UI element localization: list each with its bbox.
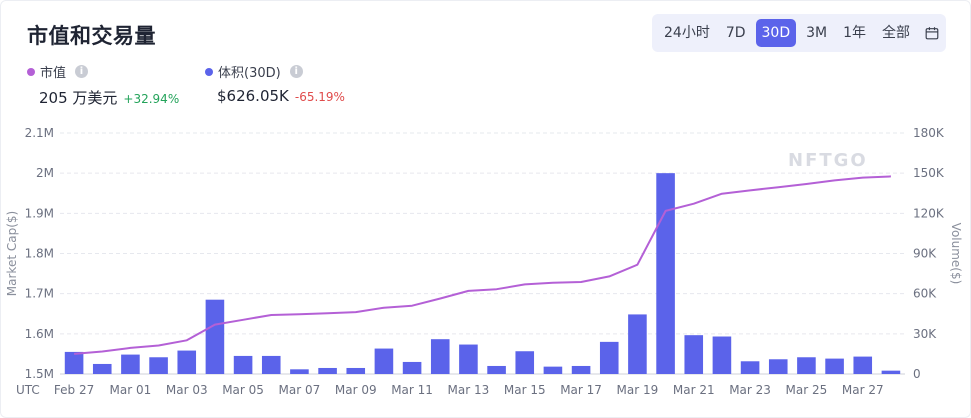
volume-bar [402, 361, 422, 374]
volume-bar [459, 344, 478, 374]
y-tick-left: 1.8M [25, 247, 54, 261]
x-tick-label: Mar 13 [448, 383, 490, 397]
volume-bar [797, 357, 816, 374]
x-tick-label: Mar 03 [166, 383, 208, 397]
x-tick-label: Mar 09 [335, 383, 377, 397]
calendar-icon[interactable] [924, 22, 940, 44]
x-tick-label: Mar 05 [222, 383, 264, 397]
y-tick-left: 1.7M [25, 287, 54, 301]
y-tick-right: 60K [913, 287, 937, 301]
range-all-button[interactable]: 全部 [882, 25, 911, 41]
x-tick-label: Mar 11 [391, 383, 433, 397]
volume-bar [684, 335, 704, 374]
x-tick-label: Mar 17 [560, 383, 602, 397]
range-30d-button[interactable]: 30D [755, 19, 797, 47]
volume-bar [92, 363, 112, 374]
volume-bar [712, 336, 732, 374]
x-tick-label: Mar 21 [673, 383, 715, 397]
volume-bar [374, 348, 394, 374]
volume-bar [740, 361, 760, 374]
volume-bar [121, 354, 140, 374]
volume-bar [628, 314, 647, 374]
x-tick-label: Feb 27 [54, 383, 94, 397]
volume-bar [346, 367, 366, 374]
range-1y-button[interactable]: 1年 [843, 25, 867, 41]
volume-bar [599, 341, 619, 374]
range-3m-button[interactable]: 3M [806, 25, 828, 41]
y-tick-right: 30K [913, 327, 937, 341]
x-timezone-label: UTC [16, 383, 40, 397]
market-cap-dot [27, 67, 35, 76]
volume-bar [825, 358, 844, 374]
volume-bar [64, 351, 84, 374]
volume-label: 体积(30D) [218, 66, 281, 81]
volume-change: -65.19% [294, 90, 345, 104]
volume-bar [177, 350, 197, 374]
market-cap-label: 市值 [40, 66, 67, 81]
time-range-selector: 24小时 7D 30D 3M 1年 全部 [652, 14, 946, 52]
chart-title: 市值和交易量 [27, 24, 156, 48]
volume-bar [768, 359, 788, 374]
y-tick-right: 120K [913, 206, 945, 220]
info-icon[interactable]: i [289, 65, 303, 78]
y-tick-right: 180K [913, 126, 945, 140]
x-tick-label: Mar 23 [729, 383, 771, 397]
y-tick-right: 0 [913, 367, 921, 381]
y-tick-left: 2M [36, 166, 54, 180]
volume-bar [430, 339, 450, 374]
y-tick-left: 1.6M [25, 327, 54, 341]
volume-bar [205, 299, 225, 374]
volume-bar [881, 370, 901, 374]
y-tick-right: 90K [913, 247, 937, 261]
volume-bar [571, 365, 591, 374]
volume-bar [853, 356, 873, 374]
y-tick-left: 1.5M [25, 367, 54, 381]
y-axis-title-left: Market Cap($) [5, 211, 19, 296]
volume-bar [290, 369, 309, 374]
x-tick-label: Mar 25 [786, 383, 828, 397]
info-icon[interactable]: i [75, 65, 89, 78]
volume-bar [261, 355, 281, 374]
market-cap-change: +32.94% [123, 92, 180, 106]
x-tick-label: Mar 07 [279, 383, 321, 397]
volume-bar [233, 355, 253, 374]
volume-bar [487, 365, 506, 374]
y-tick-right: 150K [913, 166, 945, 180]
market-cap-value: 205 万美元 [39, 89, 118, 107]
market-cap-line [74, 175, 891, 355]
y-tick-left: 2.1M [25, 126, 54, 140]
legend-volume: 体积(30D) i $626.05K -65.19% [205, 62, 345, 105]
volume-bar [515, 351, 535, 374]
legend-market-cap: 市值 i 205 万美元 +32.94% [27, 62, 179, 108]
volume-bar [149, 357, 168, 374]
volume-bar [318, 367, 337, 374]
y-tick-left: 1.9M [25, 206, 54, 220]
volume-value: $626.05K [217, 87, 289, 105]
x-tick-label: Mar 15 [504, 383, 546, 397]
watermark: NFTGO [788, 150, 868, 171]
volume-bar [656, 173, 675, 374]
x-tick-label: Mar 19 [617, 383, 659, 397]
y-axis-title-right: Volume($) [949, 223, 963, 285]
x-tick-label: Mar 01 [110, 383, 152, 397]
x-tick-label: Mar 27 [842, 383, 884, 397]
volume-dot [205, 67, 213, 76]
range-7d-button[interactable]: 7D [725, 25, 746, 41]
range-24h-button[interactable]: 24小时 [664, 25, 710, 41]
volume-bar [543, 366, 563, 374]
